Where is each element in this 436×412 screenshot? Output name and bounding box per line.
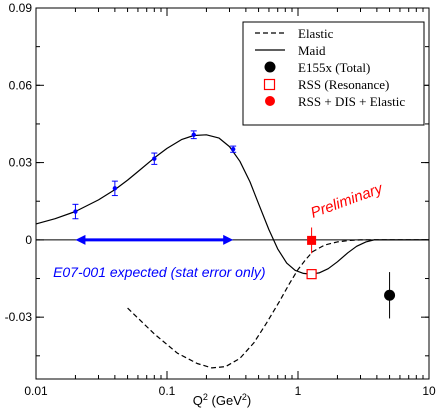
legend-label-maid: Maid	[298, 43, 326, 58]
y-tick-label: 0	[25, 233, 32, 247]
legend-label-elastic: Elastic	[298, 26, 334, 41]
legend-marker-rss-resonance	[263, 78, 276, 91]
data-point-rss-resonance	[306, 269, 317, 280]
legend-marker-e155x	[264, 61, 276, 73]
data-point-expected	[73, 209, 78, 214]
data-point-expected	[191, 132, 196, 137]
y-tick-label: 0.09	[9, 1, 33, 15]
data-point-rss-total	[307, 235, 317, 245]
legend-label-rss-resonance: RSS (Resonance)	[298, 77, 389, 92]
series-elastic-curve	[127, 239, 429, 369]
plot-area: 0.01 0.1 1 10 0.09 0.06 0.03 0 -0.03	[5, 1, 436, 398]
range-arrow-head-right	[223, 234, 234, 245]
data-point-expected	[230, 146, 236, 152]
data-point-expected	[112, 186, 118, 191]
legend-label-rss-total: RSS + DIS + Elastic	[298, 94, 405, 109]
x-tick-label: 1	[295, 384, 302, 398]
y-tick-label: 0.06	[9, 78, 33, 92]
range-arrow-head-left	[75, 234, 86, 245]
series-maid-curve	[35, 134, 429, 275]
x-tick-label: 10	[422, 384, 436, 398]
annotation-e07-001: E07-001 expected (stat error only)	[53, 264, 265, 280]
annotation-preliminary: Preliminary	[308, 180, 386, 222]
legend: Elastic Maid E155x (Total) RSS (Resonanc…	[242, 21, 425, 126]
y-tick-label: 0.03	[9, 156, 33, 170]
data-point-expected	[152, 156, 157, 161]
y-tick-label: -0.03	[5, 310, 33, 324]
plot-frame	[35, 7, 430, 380]
legend-box	[242, 21, 425, 126]
data-point-e155x	[384, 289, 396, 301]
x-tick-label: 0.01	[24, 384, 48, 398]
x-axis-label: Q2 (GeV2)	[193, 392, 251, 408]
legend-marker-rss-total	[265, 96, 275, 106]
x-tick-label: 0.1	[159, 384, 176, 398]
legend-label-e155x: E155x (Total)	[298, 60, 370, 75]
